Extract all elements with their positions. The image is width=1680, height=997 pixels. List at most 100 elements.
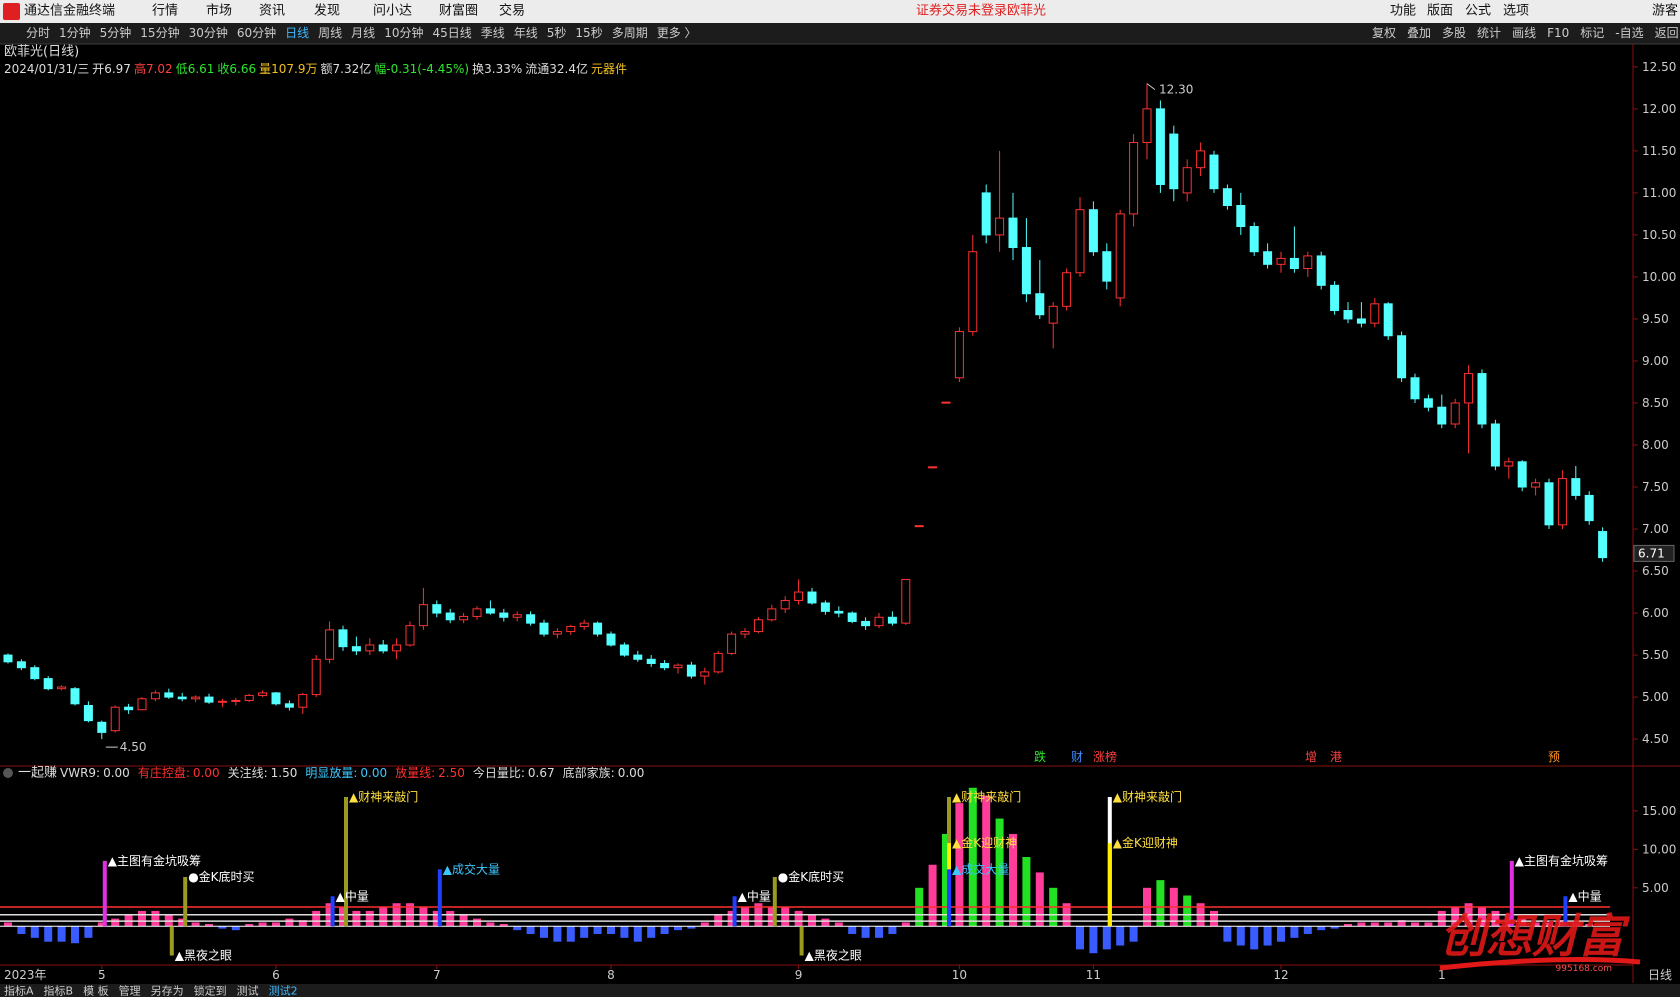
tool-button[interactable]: 返回	[1655, 26, 1679, 40]
indicator-bar	[1518, 918, 1527, 927]
menu-item[interactable]: 问小达	[373, 4, 412, 19]
period-tab[interactable]: 多周期	[612, 26, 648, 40]
indicator-bar	[620, 926, 629, 938]
indicator-bar	[1545, 922, 1553, 927]
signal-annotation: ▲中量	[1568, 888, 1601, 903]
indicator-tab[interactable]: 指标A	[4, 984, 34, 997]
indicator-bar	[1571, 922, 1580, 927]
period-tab[interactable]: 更多 〉	[657, 26, 697, 40]
y-tick-label: 9.00	[1642, 354, 1669, 368]
candle-body	[57, 686, 67, 690]
period-tab[interactable]: 45日线	[432, 26, 471, 40]
indicator-bar	[1598, 924, 1607, 927]
indicator-tab[interactable]: 测试2	[269, 985, 298, 997]
candle-body	[526, 614, 536, 624]
signal-marker: 港	[1330, 750, 1342, 764]
menu-item[interactable]: 交易	[499, 3, 525, 19]
period-tab[interactable]: 日线	[285, 26, 309, 40]
indicator-bar	[1089, 926, 1098, 954]
candle-body	[1477, 373, 1487, 425]
indicator-bar	[794, 910, 803, 927]
period-tab[interactable]: 15分钟	[140, 25, 179, 40]
indicator-tab[interactable]: 测试	[237, 985, 259, 997]
candle-body	[1397, 335, 1407, 379]
menu-item[interactable]: 发现	[314, 3, 340, 19]
indicator-tab[interactable]: 指标B	[44, 984, 74, 997]
quote-info: 低6.61	[176, 62, 215, 76]
period-tab[interactable]: 5秒	[547, 26, 567, 40]
tool-button[interactable]: 多股	[1442, 26, 1466, 40]
candle-body	[1263, 251, 1273, 265]
period-tab[interactable]: 年线	[514, 26, 538, 40]
indicator-bar	[834, 922, 843, 927]
candle-body	[954, 331, 964, 379]
x-tick-label: 11	[1086, 968, 1101, 982]
indicator-tab[interactable]: 另存为	[151, 984, 184, 997]
period-tab[interactable]: 季线	[481, 26, 505, 40]
menu-item[interactable]: 选项	[1503, 4, 1529, 19]
period-tab[interactable]: 1分钟	[59, 25, 91, 40]
candle-body	[70, 688, 80, 705]
candle-body	[1169, 133, 1179, 190]
user[interactable]: 游客	[1652, 3, 1678, 19]
quote-info: 收6.66	[217, 62, 256, 76]
period-tab[interactable]: 5分钟	[100, 25, 132, 40]
quote-info: 量107.9万	[259, 62, 317, 76]
menu-item[interactable]: 版面	[1427, 4, 1453, 19]
tool-button[interactable]: 统计	[1477, 26, 1501, 40]
candle-body	[351, 646, 361, 652]
tool-button[interactable]: 复权	[1372, 26, 1396, 40]
indicator-tab[interactable]: 模 板	[83, 984, 109, 997]
candle-body	[1598, 531, 1608, 559]
menu-item[interactable]: 行情	[152, 4, 178, 19]
stock-name: 欧菲光	[1007, 4, 1046, 19]
tool-button[interactable]: F10	[1547, 26, 1569, 40]
indicator-bar	[178, 918, 187, 927]
tool-button[interactable]: 标记	[1580, 26, 1604, 40]
indicator-bar	[312, 910, 321, 927]
chart-title: 欧菲光(日线)	[4, 45, 79, 60]
candle-body	[365, 644, 375, 652]
indicator-bar	[1303, 926, 1312, 934]
indicator-bar	[848, 926, 857, 934]
candle-body	[1437, 406, 1447, 425]
indicator-bar	[205, 923, 213, 927]
period-tab[interactable]: 10分钟	[384, 25, 423, 40]
period-tab[interactable]: 15秒	[575, 26, 602, 40]
signal-annotation: ▲主图有金坑吸筹	[108, 853, 201, 868]
period-label: 日线	[1648, 968, 1672, 982]
quote-info: 幅-0.31(-4.45%)	[374, 61, 469, 76]
indicator-bar	[955, 803, 964, 927]
period-bar	[0, 23, 1680, 44]
indicator-bar	[1330, 926, 1339, 929]
indicator-bar	[767, 907, 776, 927]
period-tab[interactable]: 分时	[26, 26, 50, 40]
menu-item[interactable]: 公式	[1465, 4, 1491, 19]
period-tab[interactable]: 周线	[318, 26, 342, 40]
indicator-bar	[674, 926, 682, 931]
period-tab[interactable]: 月线	[351, 26, 375, 40]
menu-item[interactable]: 市场	[206, 3, 232, 19]
menu-item[interactable]: 功能	[1390, 4, 1416, 19]
period-tab[interactable]: 30分钟	[189, 25, 228, 40]
candle-body	[861, 620, 871, 627]
indicator-tab[interactable]: 锁定到	[194, 984, 227, 997]
menu-item[interactable]: 财富圈	[439, 3, 478, 19]
tool-button[interactable]: 叠加	[1407, 26, 1431, 40]
period-tab[interactable]: 60分钟	[237, 25, 276, 40]
indicator-tab[interactable]: 管理	[119, 984, 141, 997]
y-tick-label: 5.00	[1642, 690, 1669, 704]
candle-body	[767, 608, 777, 621]
candle-body	[3, 654, 13, 663]
menu-item[interactable]: 资讯	[259, 4, 285, 19]
tool-button[interactable]: -自选	[1615, 26, 1643, 40]
x-tick-label: 7	[433, 968, 441, 982]
indicator-bar	[580, 926, 589, 938]
indicator-bar	[1357, 922, 1366, 927]
candle-body	[512, 614, 522, 618]
candle-body	[432, 604, 442, 614]
tool-button[interactable]: 画线	[1512, 26, 1536, 40]
candle-body	[16, 661, 26, 669]
indicator-icon[interactable]	[3, 768, 13, 778]
x-tick-label: 5	[98, 968, 106, 982]
